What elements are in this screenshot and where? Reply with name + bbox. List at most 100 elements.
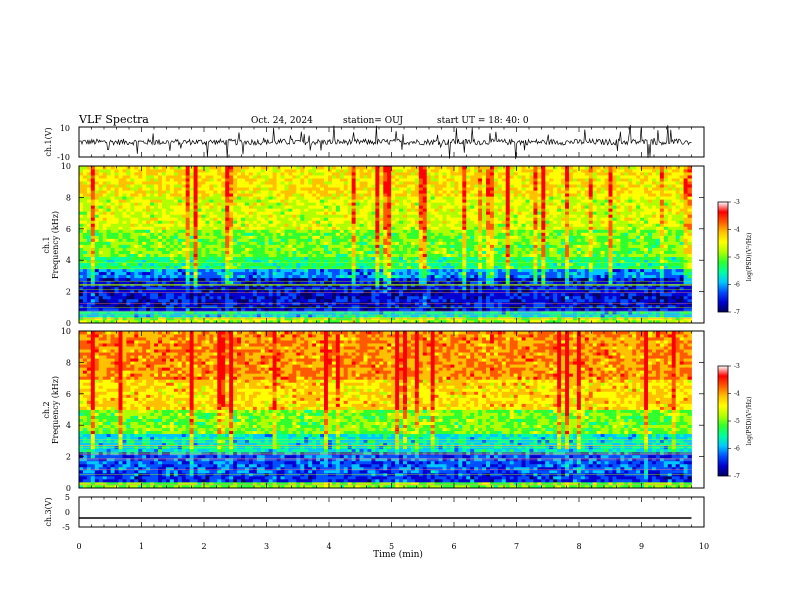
ch1-spectrogram-cell (371, 256, 376, 260)
ch1-spectrogram-cell (335, 319, 341, 324)
ch1-spectrogram-cell (213, 208, 218, 212)
ch1-spectrogram-cell (391, 298, 396, 303)
ch1-spectrogram-cell (363, 316, 368, 321)
ch1-spectrogram-cell (102, 247, 108, 251)
ch1-spectrogram-cell (406, 238, 412, 242)
ch1-spectrogram-cell (165, 244, 171, 248)
ch1-spectrogram-cell (414, 211, 420, 215)
ch1-spectrogram-cell (446, 232, 451, 236)
ch1-spectrogram-cell (233, 181, 238, 185)
ch1-spectrogram-cell (430, 247, 436, 251)
ch1-spectrogram-cell (154, 283, 159, 288)
ch1-spectrogram-cell (406, 298, 412, 303)
ch1-spectrogram-cell (252, 229, 258, 233)
ch1-spectrogram-cell (241, 193, 246, 197)
ch1-spectrogram-cell (142, 217, 147, 221)
ch1-spectrogram-cell (114, 235, 119, 239)
ch1-spectrogram-cell (410, 271, 416, 276)
ch1-spectrogram-cell (304, 280, 309, 285)
ch1-spectrogram-cell (82, 211, 88, 215)
ch1-spectrogram-cell (367, 223, 372, 227)
ch1-spectrogram-cell (284, 289, 289, 294)
ch1-spectrogram-cell (355, 274, 360, 279)
ch1-spectrogram-cell (169, 253, 175, 257)
ch1-spectrogram-cell (414, 190, 420, 194)
ch1-spectrogram-cell (363, 256, 368, 260)
ch1-spectrogram-cell (320, 235, 325, 239)
ch1-spectrogram-cell (201, 259, 206, 264)
ch1-spectrogram-cell (418, 307, 424, 312)
ch1-spectrogram-cell (241, 268, 246, 273)
ch1-spectrogram-cell (399, 229, 404, 233)
ch1-spectrogram-cell (371, 283, 376, 288)
ch1-spectrogram-cell (82, 316, 88, 321)
ch1-spectrogram-cell (142, 220, 147, 224)
ch1-spectrogram-cell (438, 238, 443, 242)
ch1-spectrogram-cell (205, 217, 210, 221)
ch1-spectrogram-cell (193, 193, 198, 197)
ch1-spectrogram-cell (359, 175, 364, 179)
ch1-spectrogram-cell (79, 268, 84, 273)
ch1-spectrogram-cell (94, 289, 100, 294)
ch1-spectrogram-cell (438, 181, 443, 185)
ch1-spectrogram-cell (284, 247, 289, 251)
ch1-spectrogram-cell (312, 298, 317, 303)
ch1-spectrogram-cell (126, 265, 131, 270)
ch1-spectrogram-cell (296, 259, 301, 264)
ch1-spectrogram-cell (300, 226, 305, 230)
ch1-spectrogram-cell (150, 247, 155, 251)
ch1-spectrogram-cell (82, 271, 88, 276)
ch1-spectrogram-cell (213, 187, 218, 191)
ch1-spectrogram-cell (110, 259, 115, 264)
ch1-spectrogram-cell (201, 178, 206, 182)
ch1-spectrogram-cell (383, 244, 388, 248)
ch1-spectrogram-cell (331, 316, 337, 321)
ch1-spectrogram-cell (284, 307, 289, 312)
ch1-spectrogram-cell (442, 271, 447, 276)
ch1-spectrogram-cell (256, 172, 262, 176)
ch1-spectrogram-cell (165, 274, 171, 279)
ch1-spectrogram-cell (193, 178, 198, 182)
ch1-spectrogram-cell (79, 262, 84, 267)
ch1-spectrogram-cell (233, 190, 238, 194)
ch1-spectrogram-cell (418, 268, 424, 273)
ch1-spectrogram-cell (430, 181, 436, 185)
ch1-spectrogram-cell (403, 289, 408, 294)
ch1-spectrogram-cell (114, 247, 119, 251)
ch1-spectrogram-cell (79, 214, 84, 218)
ch1-spectrogram-cell (244, 184, 250, 188)
ch1-spectrogram-cell (426, 286, 432, 291)
ch1-spectrogram-cell (347, 268, 353, 273)
ch1-spectrogram-cell (343, 205, 349, 209)
ch1-spectrogram-cell (280, 202, 285, 206)
ch1-spectrogram-cell (102, 187, 108, 191)
ch1-spectrogram-cell (98, 307, 104, 312)
ch1-spectrogram-cell (371, 319, 376, 324)
ch1-spectrogram-cell (422, 265, 428, 270)
ch1-spectrogram-cell (296, 319, 301, 324)
ch1-spectrogram-cell (248, 256, 254, 260)
ch1-spectrogram-cell (327, 166, 333, 170)
ch1-spectrogram-cell (181, 292, 187, 297)
ch1-spectrogram-cell (260, 277, 266, 282)
ch1-spectrogram-cell (308, 199, 313, 203)
ch1-spectrogram-cell (130, 181, 135, 185)
ch1-spectrogram-cell (422, 223, 428, 227)
ch1-spectrogram-cell (383, 292, 388, 297)
ch1-spectrogram-cell (134, 217, 139, 221)
ch1-spectrogram-cell (201, 190, 206, 194)
ch1-spectrogram-cell (403, 208, 408, 212)
ch1-spectrogram-cell (284, 220, 289, 224)
ch1-spectrogram-cell (260, 304, 266, 309)
ch1-spectrogram-cell (229, 214, 234, 218)
ch1-spectrogram-cell (82, 217, 88, 221)
ch1-spectrogram-cell (98, 190, 104, 194)
ch1-spectrogram-cell (185, 283, 191, 288)
ch1-spectrogram-cell (300, 316, 305, 321)
ch1-spectrogram-cell (414, 187, 420, 191)
ch1-spectrogram-cell (284, 190, 289, 194)
ch1-spectrogram-cell (324, 208, 329, 212)
ch1-spectrogram-cell (383, 295, 388, 300)
ch1-spectrogram-cell (193, 214, 198, 218)
ch1-spectrogram-cell (371, 316, 376, 321)
